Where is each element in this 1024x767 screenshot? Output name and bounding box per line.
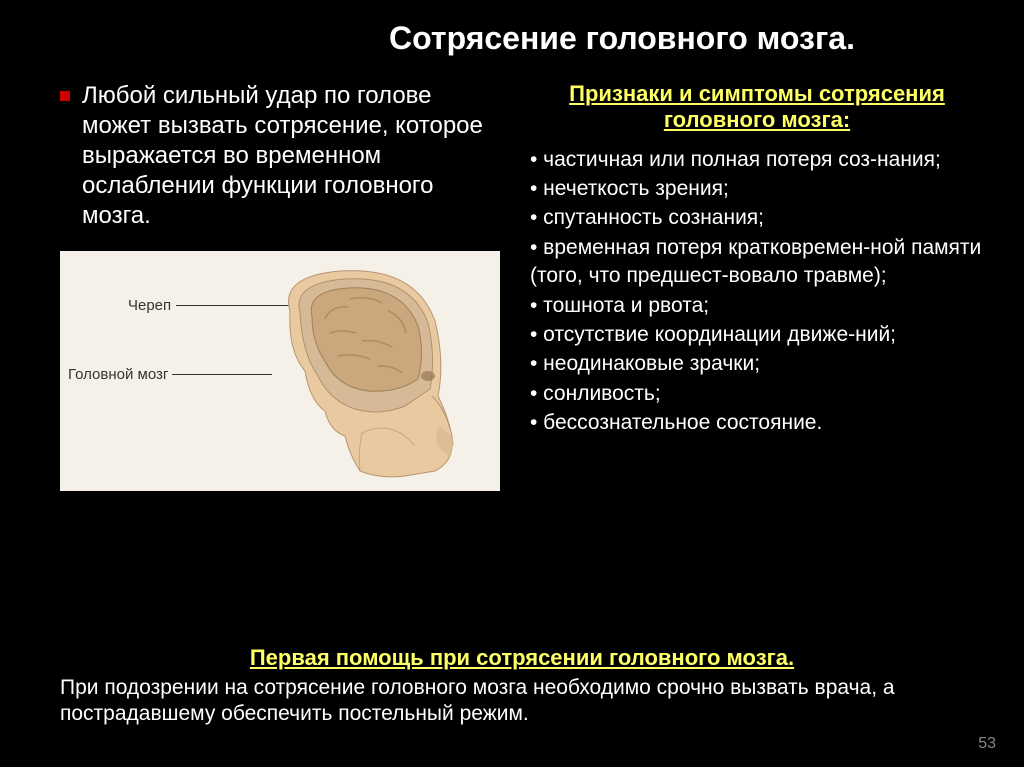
- first-aid-title: Первая помощь при сотрясении головного м…: [60, 645, 984, 671]
- symptom-item: • нечеткость зрения;: [530, 175, 984, 203]
- slide-title: Сотрясение головного мозга.: [260, 20, 984, 57]
- diagram-label-skull: Череп: [128, 297, 171, 314]
- symptom-item: • тошнота и рвота;: [530, 292, 984, 320]
- symptoms-subtitle: Признаки и симптомы сотрясения головного…: [530, 81, 984, 134]
- left-column: Любой сильный удар по голове может вызва…: [60, 81, 500, 491]
- symptom-item: • неодинаковые зрачки;: [530, 350, 984, 378]
- bottom-block: Первая помощь при сотрясении головного м…: [60, 645, 984, 728]
- head-diagram: Череп Головной мозг: [60, 251, 500, 491]
- symptom-list: • частичная или полная потеря соз-нания;…: [530, 146, 984, 437]
- symptom-item: • отсутствие координации движе-ний;: [530, 321, 984, 349]
- intro-block: Любой сильный удар по голове может вызва…: [60, 81, 500, 231]
- symptom-item: • спутанность сознания;: [530, 204, 984, 232]
- head-illustration: [230, 261, 490, 481]
- right-column: Признаки и симптомы сотрясения головного…: [530, 81, 984, 491]
- slide-container: Сотрясение головного мозга. Любой сильны…: [0, 0, 1024, 767]
- bullet-icon: [60, 91, 70, 101]
- content-row: Любой сильный удар по голове может вызва…: [60, 81, 984, 491]
- symptom-item: • бессознательное состояние.: [530, 409, 984, 437]
- intro-text: Любой сильный удар по голове может вызва…: [82, 81, 500, 231]
- symptom-item: • частичная или полная потеря соз-нания;: [530, 146, 984, 174]
- page-number: 53: [978, 735, 996, 753]
- symptom-item: • сонливость;: [530, 380, 984, 408]
- symptom-item: • временная потеря кратковремен-ной памя…: [530, 234, 984, 291]
- first-aid-text: При подозрении на сотрясение головного м…: [60, 675, 984, 728]
- diagram-label-brain: Головной мозг: [68, 366, 168, 383]
